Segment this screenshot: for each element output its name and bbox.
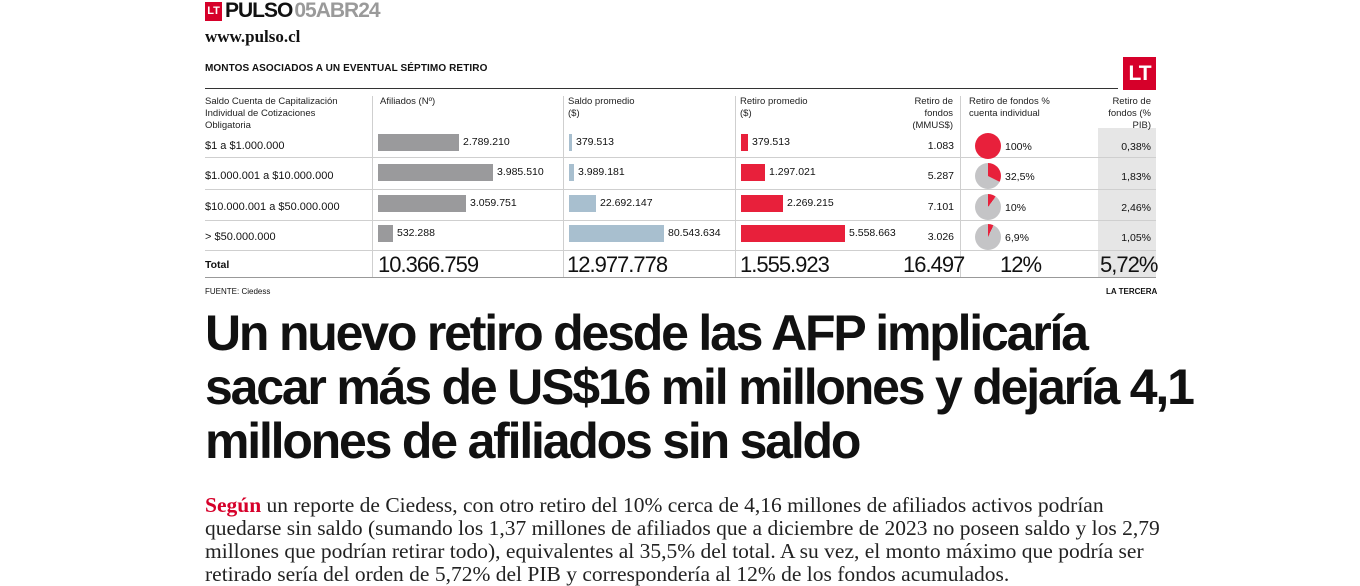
- pib-value: 2,46%: [1121, 202, 1151, 214]
- issue-date: 05ABR24: [294, 0, 380, 22]
- fondos-value: 5.287: [927, 170, 954, 182]
- title-rule: [205, 88, 1118, 89]
- row-label: $1.000.001 a $10.000.000: [205, 170, 334, 182]
- header-saldo: Saldo promedio ($): [568, 96, 635, 119]
- saldo-bar: [569, 164, 574, 181]
- section-name: PULSO: [225, 0, 293, 22]
- row-separator: [205, 157, 1156, 158]
- body-text: un reporte de Ciedess, con otro retiro d…: [205, 493, 1160, 586]
- retiro-bar: [741, 164, 765, 181]
- saldo-value: 379.513: [576, 136, 614, 148]
- afiliados-bar: [378, 225, 393, 242]
- pct-cuenta-value: 32,5%: [1005, 171, 1035, 183]
- retiro-value: 379.513: [752, 136, 790, 148]
- pib-value: 1,05%: [1121, 232, 1151, 244]
- afiliados-value: 3.985.510: [497, 166, 544, 178]
- graphic-credit: LA TERCERA: [1106, 287, 1158, 296]
- total-pct-cuenta: 12%: [1000, 252, 1042, 277]
- row-label: > $50.000.000: [205, 231, 276, 243]
- header-retiro: Retiro promedio ($): [740, 96, 808, 119]
- saldo-value: 80.543.634: [668, 227, 721, 239]
- table-bottom-rule: [205, 277, 1156, 278]
- pib-value: 0,38%: [1121, 141, 1151, 153]
- retiro-value: 2.269.215: [787, 197, 834, 209]
- total-saldo: 12.977.778: [567, 252, 668, 277]
- afiliados-bar: [378, 164, 493, 181]
- header-fondos: Retiro de fondos (MMUS$): [912, 96, 953, 131]
- saldo-value: 3.989.181: [578, 166, 625, 178]
- pib-column-shade: [1098, 128, 1156, 278]
- pct-pie-icon: [975, 163, 1001, 189]
- afiliados-bar: [378, 195, 466, 212]
- column-divider: [563, 96, 564, 278]
- infographic-title: MONTOS ASOCIADOS A UN EVENTUAL SÉPTIMO R…: [205, 63, 488, 74]
- pct-pie-icon: [975, 194, 1001, 220]
- header-category: Saldo Cuenta de Capitalización Individua…: [205, 96, 338, 131]
- pct-cuenta-value: 10%: [1005, 202, 1027, 214]
- total-fondos: 16.497: [903, 252, 965, 277]
- header-pct-cuenta: Retiro de fondos % cuenta individual: [969, 96, 1050, 119]
- pct-cuenta-value: 6,9%: [1005, 232, 1029, 244]
- pct-cuenta-value: 100%: [1005, 141, 1032, 153]
- pct-pie-icon: [975, 224, 1001, 250]
- column-divider: [372, 96, 373, 278]
- website-link[interactable]: www.pulso.cl: [205, 27, 301, 46]
- retiro-value: 1.297.021: [769, 166, 816, 178]
- afiliados-value: 3.059.751: [470, 197, 517, 209]
- saldo-bar: [569, 134, 572, 151]
- afiliados-value: 532.288: [397, 227, 435, 239]
- fondos-value: 1.083: [927, 140, 954, 152]
- retiro-value: 5.558.663: [849, 227, 896, 239]
- pct-pie-icon: [975, 133, 1001, 159]
- afiliados-bar: [378, 134, 459, 151]
- row-separator: [205, 220, 1156, 221]
- header-afiliados: Afiliados (Nº): [380, 96, 436, 107]
- retiro-bar: [741, 195, 783, 212]
- lead-word: Según: [205, 493, 262, 517]
- total-afiliados: 10.366.759: [378, 252, 479, 277]
- row-label: $1 a $1.000.000: [205, 140, 285, 152]
- saldo-bar: [569, 195, 596, 212]
- row-label: $10.000.001 a $50.000.000: [205, 201, 340, 213]
- column-divider: [960, 96, 961, 278]
- retiro-bar: [741, 225, 845, 242]
- retiro-bar: [741, 134, 748, 151]
- total-retiro: 1.555.923: [740, 252, 830, 277]
- total-label: Total: [205, 259, 230, 271]
- fondos-value: 7.101: [927, 201, 954, 213]
- row-separator: [205, 189, 1156, 190]
- lt-mini-logo: LT: [205, 1, 222, 21]
- header-pct-pib: Retiro de fondos (% PIB): [1108, 96, 1151, 131]
- source-note: FUENTE: Ciedess: [205, 287, 271, 296]
- total-pct-pib: 5,72%: [1100, 252, 1158, 277]
- saldo-bar: [569, 225, 664, 242]
- fondos-value: 3.026: [927, 231, 954, 243]
- afiliados-value: 2.789.210: [463, 136, 510, 148]
- masthead: LT PULSO 05ABR24: [205, 0, 381, 22]
- column-divider: [735, 96, 736, 278]
- article-headline: Un nuevo retiro desde las AFP implicaría…: [205, 305, 1195, 469]
- lt-logo: LT: [1123, 57, 1156, 90]
- pib-value: 1,83%: [1121, 171, 1151, 183]
- article-body: Según un reporte de Ciedess, con otro re…: [205, 494, 1165, 586]
- saldo-value: 22.692.147: [600, 197, 653, 209]
- row-separator: [205, 250, 1156, 251]
